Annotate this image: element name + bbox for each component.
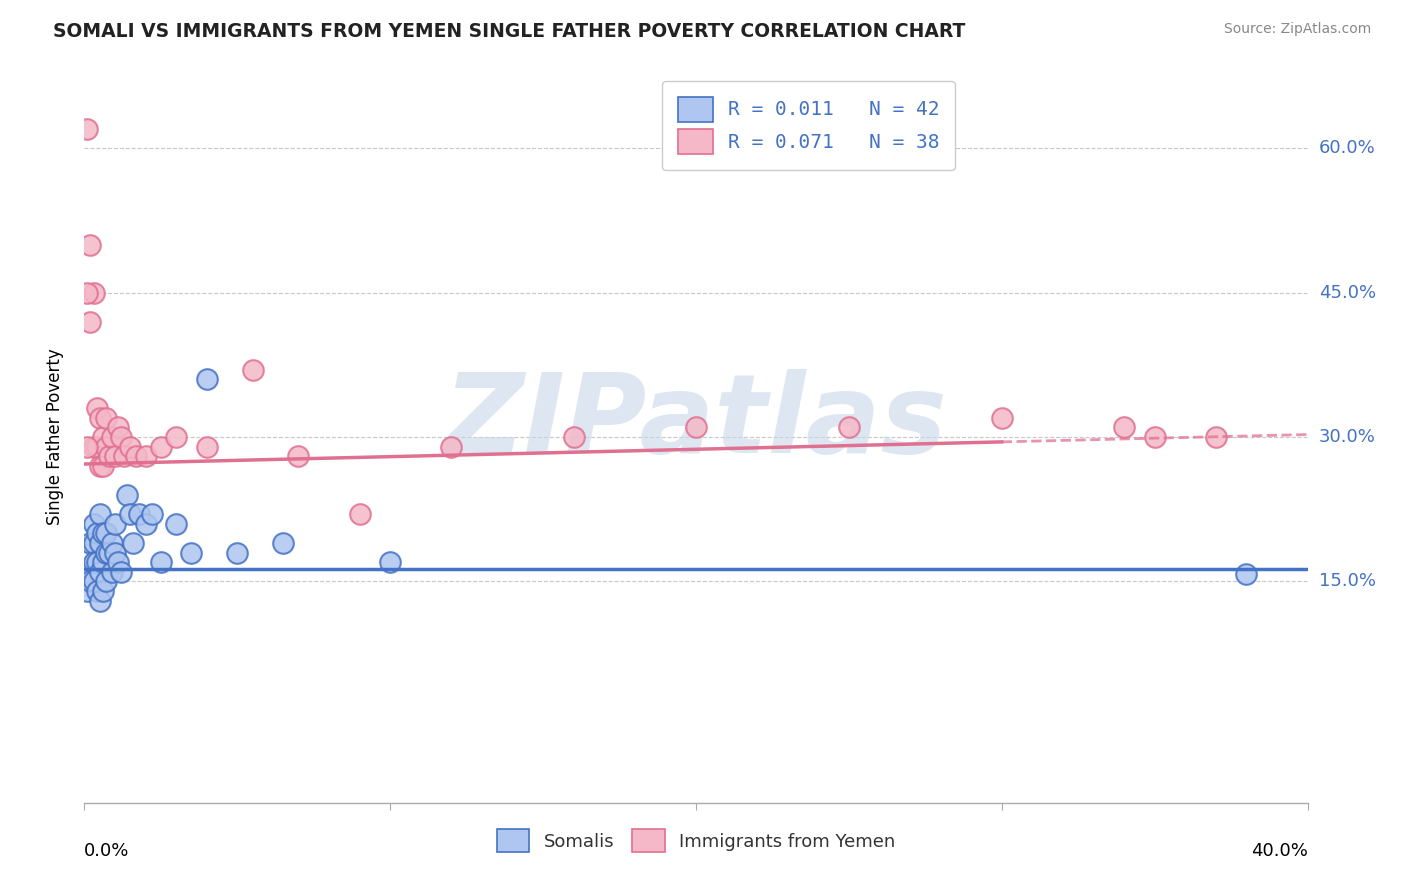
Point bbox=[94, 410, 117, 425]
Text: SOMALI VS IMMIGRANTS FROM YEMEN SINGLE FATHER POVERTY CORRELATION CHART: SOMALI VS IMMIGRANTS FROM YEMEN SINGLE F… bbox=[53, 22, 966, 41]
Point bbox=[89, 565, 111, 579]
Point bbox=[76, 565, 98, 579]
Point bbox=[83, 536, 105, 550]
Point bbox=[838, 420, 860, 434]
Point bbox=[91, 555, 114, 569]
Point bbox=[685, 420, 707, 434]
Point bbox=[101, 536, 124, 550]
Point bbox=[97, 545, 120, 559]
Point bbox=[89, 536, 111, 550]
Point bbox=[104, 516, 127, 531]
Point bbox=[135, 516, 157, 531]
Point bbox=[86, 401, 108, 416]
Point bbox=[195, 440, 218, 454]
Point bbox=[79, 536, 101, 550]
Point bbox=[83, 440, 105, 454]
Point bbox=[1114, 420, 1136, 434]
Point bbox=[141, 507, 163, 521]
Point bbox=[440, 440, 463, 454]
Point bbox=[349, 507, 371, 521]
Point bbox=[122, 536, 145, 550]
Point bbox=[562, 430, 585, 444]
Text: 40.0%: 40.0% bbox=[1251, 842, 1308, 860]
Point bbox=[89, 458, 111, 473]
Point bbox=[149, 440, 172, 454]
Point bbox=[86, 555, 108, 569]
Point bbox=[79, 237, 101, 252]
Point bbox=[380, 555, 402, 569]
Point bbox=[195, 372, 218, 386]
Point bbox=[104, 450, 127, 464]
Point bbox=[76, 285, 98, 300]
Point bbox=[91, 430, 114, 444]
Point bbox=[83, 574, 105, 589]
Point bbox=[110, 430, 132, 444]
Point bbox=[101, 565, 124, 579]
Point bbox=[242, 362, 264, 376]
Point bbox=[86, 584, 108, 599]
Point bbox=[94, 440, 117, 454]
Text: 30.0%: 30.0% bbox=[1319, 428, 1375, 446]
Point bbox=[125, 450, 148, 464]
Legend: Somalis, Immigrants from Yemen: Somalis, Immigrants from Yemen bbox=[489, 822, 903, 860]
Point bbox=[91, 526, 114, 541]
Point bbox=[120, 507, 142, 521]
Point bbox=[165, 516, 187, 531]
Point bbox=[91, 584, 114, 599]
Text: 0.0%: 0.0% bbox=[84, 842, 129, 860]
Point bbox=[89, 593, 111, 607]
Point bbox=[271, 536, 294, 550]
Point bbox=[83, 516, 105, 531]
Point bbox=[1236, 566, 1258, 581]
Point bbox=[1143, 430, 1166, 444]
Text: 45.0%: 45.0% bbox=[1319, 284, 1376, 301]
Point bbox=[86, 526, 108, 541]
Point bbox=[135, 450, 157, 464]
Point bbox=[97, 450, 120, 464]
Point bbox=[128, 507, 150, 521]
Point bbox=[101, 430, 124, 444]
Point bbox=[94, 574, 117, 589]
Point bbox=[89, 410, 111, 425]
Point bbox=[76, 122, 98, 136]
Text: 15.0%: 15.0% bbox=[1319, 573, 1375, 591]
Point bbox=[149, 555, 172, 569]
Point bbox=[107, 420, 129, 434]
Point bbox=[287, 450, 309, 464]
Text: Source: ZipAtlas.com: Source: ZipAtlas.com bbox=[1223, 22, 1371, 37]
Point bbox=[83, 555, 105, 569]
Point bbox=[991, 410, 1014, 425]
Point bbox=[226, 545, 249, 559]
Point bbox=[76, 440, 98, 454]
Point bbox=[112, 450, 135, 464]
Point bbox=[110, 565, 132, 579]
Text: ZIPatlas: ZIPatlas bbox=[444, 369, 948, 476]
Y-axis label: Single Father Poverty: Single Father Poverty bbox=[45, 349, 63, 525]
Point bbox=[91, 458, 114, 473]
Text: 60.0%: 60.0% bbox=[1319, 139, 1375, 157]
Point bbox=[94, 526, 117, 541]
Point bbox=[107, 555, 129, 569]
Point bbox=[76, 584, 98, 599]
Point bbox=[94, 545, 117, 559]
Point bbox=[1205, 430, 1227, 444]
Point bbox=[104, 545, 127, 559]
Point bbox=[86, 440, 108, 454]
Point bbox=[83, 285, 105, 300]
Point bbox=[79, 315, 101, 329]
Point bbox=[165, 430, 187, 444]
Point bbox=[79, 574, 101, 589]
Point bbox=[180, 545, 202, 559]
Point bbox=[120, 440, 142, 454]
Point bbox=[89, 507, 111, 521]
Point bbox=[115, 488, 138, 502]
